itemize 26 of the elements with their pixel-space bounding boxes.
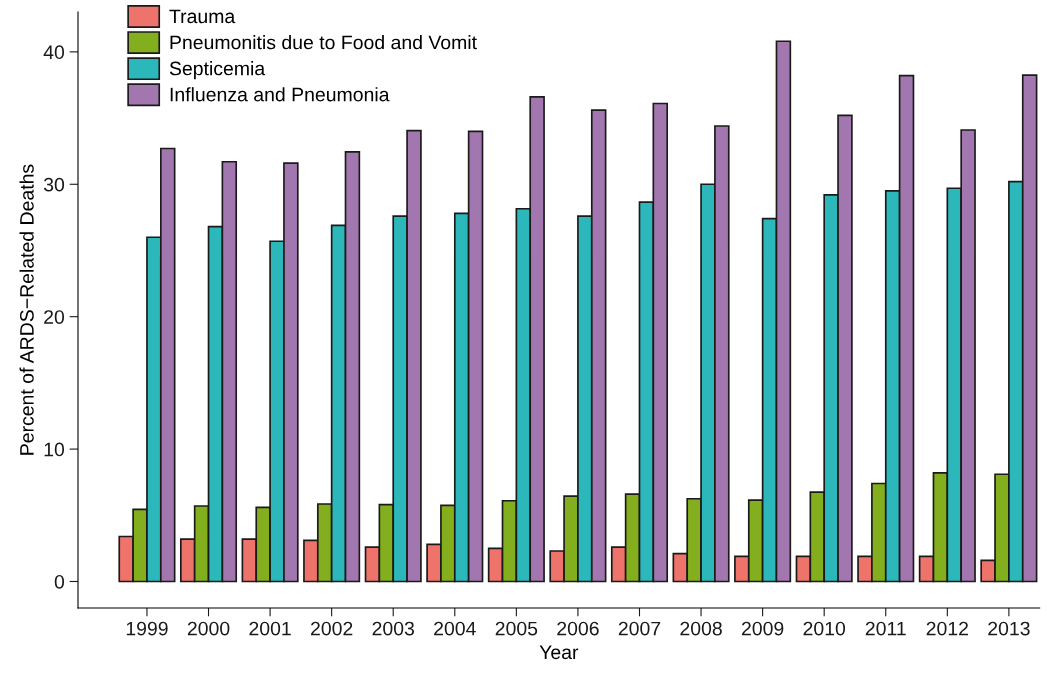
x-tick-label: 2010 bbox=[803, 621, 846, 636]
legend-label: Trauma bbox=[169, 9, 236, 24]
x-tick-label: 2013 bbox=[988, 621, 1030, 636]
y-axis-title: Percent of ARDS−Related Deaths bbox=[19, 164, 34, 455]
x-tick-label: 2005 bbox=[495, 621, 538, 636]
x-tick-label: 1999 bbox=[126, 621, 168, 636]
y-tick-label: 40 bbox=[43, 45, 65, 60]
x-tick-label: 2001 bbox=[249, 621, 291, 636]
x-tick-label: 2004 bbox=[434, 621, 476, 636]
y-tick-label: 0 bbox=[54, 574, 65, 589]
x-tick-label: 2012 bbox=[926, 621, 968, 636]
legend-label: Pneumonitis due to Food and Vomit bbox=[170, 35, 477, 50]
y-tick-label: 10 bbox=[44, 442, 65, 457]
x-tick-label: 2002 bbox=[311, 621, 353, 636]
y-tick-label: 30 bbox=[43, 177, 65, 192]
x-tick-label: 2011 bbox=[865, 621, 906, 636]
x-tick-label: 2008 bbox=[680, 621, 722, 636]
y-tick-label: 20 bbox=[44, 310, 65, 324]
x-tick-label: 2009 bbox=[741, 621, 784, 636]
legend-label: Septicemia bbox=[169, 61, 266, 80]
x-tick-label: 2007 bbox=[618, 621, 661, 636]
legend-label: Influenza and Pneumonia bbox=[170, 87, 390, 102]
x-tick-label: 2003 bbox=[372, 621, 414, 636]
x-axis-title: Year bbox=[539, 645, 579, 660]
x-tick-label: 2006 bbox=[557, 621, 599, 636]
x-tick-label: 2000 bbox=[187, 621, 230, 636]
